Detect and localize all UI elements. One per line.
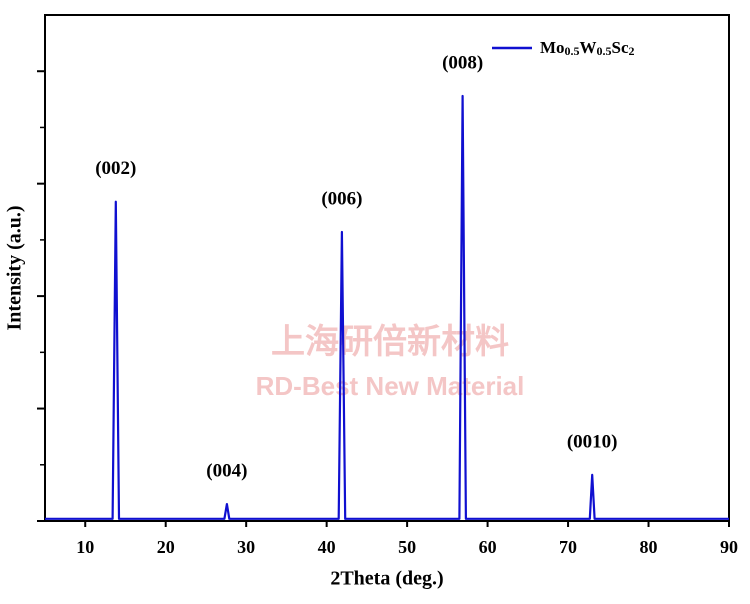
x-tick-label: 40 bbox=[318, 537, 336, 557]
peak-label: (004) bbox=[206, 460, 247, 481]
x-tick-label: 80 bbox=[640, 537, 658, 557]
peak-label: (002) bbox=[95, 158, 136, 179]
watermark: 上海研倍新材料 bbox=[271, 323, 509, 361]
x-tick-label: 90 bbox=[720, 537, 738, 557]
plot-frame bbox=[44, 14, 730, 522]
x-tick-label: 50 bbox=[398, 537, 416, 557]
peak-label: (0010) bbox=[567, 431, 618, 452]
x-tick-label: 10 bbox=[76, 537, 94, 557]
x-axis-label: 2Theta (deg.) bbox=[330, 568, 443, 590]
watermark: RD-Best New Material bbox=[256, 371, 525, 401]
legend-label: Mo0.5W0.5Sc2 bbox=[540, 38, 635, 58]
data-line bbox=[45, 94, 729, 520]
x-tick-label: 70 bbox=[559, 537, 577, 557]
peak-label: (006) bbox=[321, 188, 362, 209]
x-tick-label: 30 bbox=[237, 537, 255, 557]
x-tick-label: 60 bbox=[479, 537, 497, 557]
y-axis-label: Intensity (a.u.) bbox=[4, 205, 26, 330]
peak-label: (008) bbox=[442, 52, 483, 73]
x-tick-label: 20 bbox=[157, 537, 175, 557]
